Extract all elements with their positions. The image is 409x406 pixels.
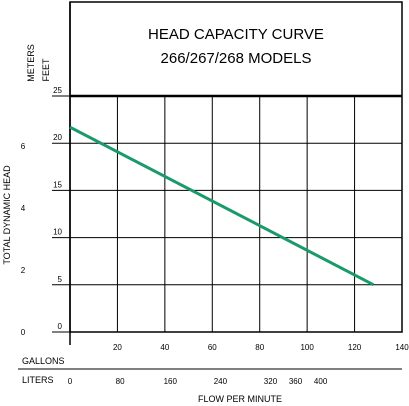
gallon-tick-label: 100 [300, 343, 314, 352]
meter-tick-labels: 0 2 4 6 [21, 142, 26, 337]
feet-tick-label: 10 [53, 228, 62, 237]
feet-unit-label: FEET [41, 58, 51, 82]
liter-tick-labels: 0 80 160 240 320 360 400 [68, 377, 328, 386]
feet-tick-label: 0 [58, 322, 63, 331]
meters-unit-label: METERS [26, 44, 36, 82]
liter-tick-label: 400 [314, 377, 328, 386]
meter-tick-label: 2 [21, 266, 26, 275]
x-axis-title: FLOW PER MINUTE [198, 394, 282, 404]
feet-tick-labels: 0 5 10 15 20 25 [53, 86, 62, 331]
liter-tick-label: 360 [289, 377, 303, 386]
chart-title-line2: 266/267/268 MODELS [161, 50, 312, 67]
gallon-tick-label: 20 [113, 343, 122, 352]
liter-tick-label: 80 [116, 377, 125, 386]
gallon-tick-labels: 20 40 60 80 100 120 140 [113, 343, 409, 352]
gallons-unit-label: GALLONS [22, 356, 65, 366]
meter-tick-label: 0 [21, 328, 26, 337]
head-capacity-line [69, 125, 375, 287]
feet-tick-label: 25 [53, 86, 62, 95]
feet-tick-label: 15 [53, 180, 62, 189]
liters-unit-label: LITERS [22, 375, 54, 385]
gallon-tick-label: 40 [160, 343, 169, 352]
liter-tick-label: 0 [68, 377, 73, 386]
gallon-tick-label: 60 [208, 343, 217, 352]
meter-tick-label: 6 [21, 142, 26, 151]
feet-tick-label: 20 [53, 133, 62, 142]
meter-tick-label: 4 [21, 204, 26, 213]
liter-tick-label: 240 [214, 377, 228, 386]
series-layer [69, 125, 375, 287]
liter-tick-label: 160 [164, 377, 178, 386]
gallon-tick-label: 140 [395, 343, 409, 352]
y-axis-title: TOTAL DYNAMIC HEAD [2, 165, 12, 265]
gallon-tick-label: 120 [348, 343, 362, 352]
liter-tick-label: 320 [264, 377, 278, 386]
feet-tick-label: 5 [58, 275, 63, 284]
chart-title-line1: HEAD CAPACITY CURVE [148, 26, 324, 43]
gallon-tick-label: 80 [255, 343, 264, 352]
grid-lines [52, 95, 403, 333]
